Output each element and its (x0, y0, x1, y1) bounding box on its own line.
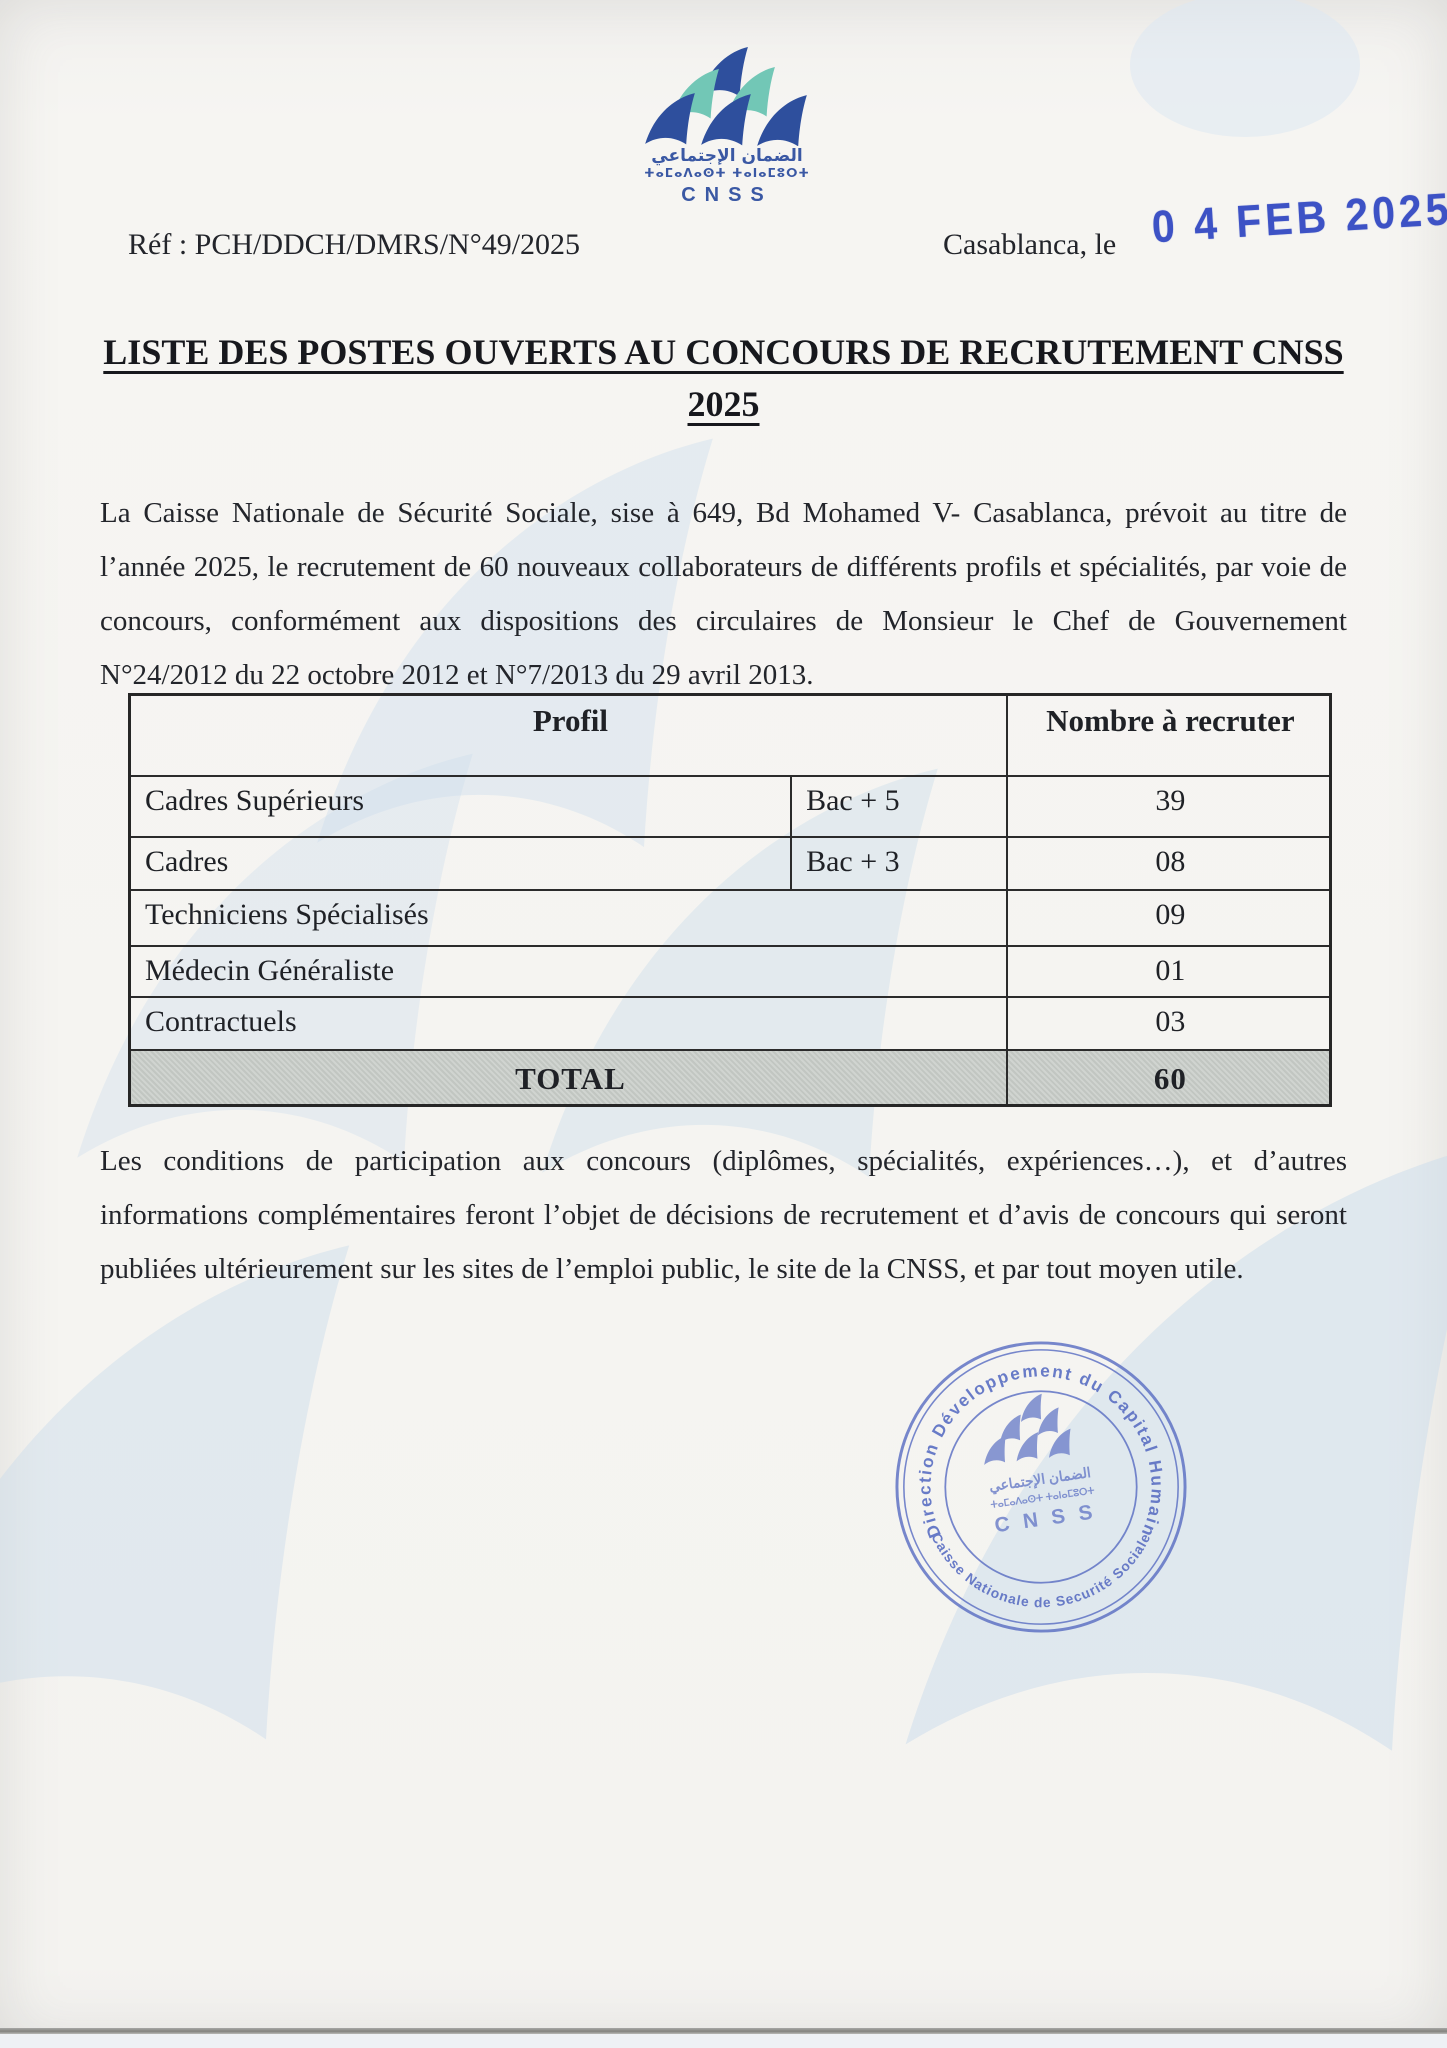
conditions-paragraph: Les conditions de participation aux conc… (100, 1145, 1347, 1285)
logo-cnss-text: CNSS (681, 184, 773, 206)
cnss-letterhead-logo: الضمان الإجتماعي ⵜⴰⵎⴰⴷⴰⵙⵜ ⵜⴰⵏⴰⵎⵓⵔⵜ CNSS (617, 46, 837, 207)
reference-number: Réf : PCH/DDCH/DMRS/N°49/2025 (128, 228, 581, 261)
cnss-round-ink-stamp: Direction Développement du Capital Humai… (895, 1341, 1187, 1633)
cell-nombre: 09 (1005, 889, 1332, 947)
header-nombre: Nombre à recruter (1005, 693, 1332, 777)
total-label-cell: TOTAL (128, 1049, 1008, 1107)
logo-tifinagh-text: ⵜⴰⵎⴰⴷⴰⵙⵜ ⵜⴰⵏⴰⵎⵓⵔⵜ (644, 166, 810, 180)
scan-edge-margin (0, 2034, 1447, 2048)
total-value-cell: 60 (1005, 1049, 1332, 1107)
cell-profil: Cadres (128, 836, 793, 891)
cell-nombre: 08 (1005, 836, 1332, 891)
cell-niveau: Bac + 3 (790, 836, 1008, 891)
document-title-line1: LISTE DES POSTES OUVERTS AU CONCOURS DE … (103, 332, 1344, 372)
document-title: LISTE DES POSTES OUVERTS AU CONCOURS DE … (100, 326, 1347, 430)
table-row: Cadres Supérieurs Bac + 5 39 (128, 775, 1332, 838)
stamp-center-sails-icon (980, 1393, 1075, 1466)
table-row: Contractuels 03 (128, 996, 1332, 1051)
logo-arabic-text: الضمان الإجتماعي (651, 146, 803, 166)
cell-nombre: 03 (1005, 996, 1332, 1051)
cell-nombre: 39 (1005, 775, 1332, 838)
table-row: Médecin Généraliste 01 (128, 945, 1332, 998)
table-header-row: Profil Nombre à recruter (128, 693, 1332, 777)
cell-profil: Médecin Généraliste (128, 945, 1008, 998)
scan-edge-line (0, 2028, 1447, 2034)
table-total-row: TOTAL 60 (128, 1049, 1332, 1107)
cell-profil: Techniciens Spécialisés (128, 889, 1008, 947)
cell-nombre: 01 (1005, 945, 1332, 998)
document-title-line2: 2025 (687, 384, 760, 424)
cnss-sails-icon (645, 47, 807, 146)
table-row: Techniciens Spécialisés 09 (128, 889, 1332, 947)
cell-profil: Cadres Supérieurs (128, 775, 793, 838)
intro-paragraph: La Caisse Nationale de Sécurité Sociale,… (100, 497, 1347, 691)
date-ink-stamp: 0 4 FEB 2025 (1150, 183, 1447, 253)
table-row: Cadres Bac + 3 08 (128, 836, 1332, 891)
cell-niveau: Bac + 5 (790, 775, 1008, 838)
postes-table: Profil Nombre à recruter Cadres Supérieu… (128, 693, 1332, 1107)
header-profil: Profil (128, 693, 1008, 777)
place-and-date-label: Casablanca, le (943, 228, 1117, 261)
cell-profil: Contractuels (128, 996, 1008, 1051)
